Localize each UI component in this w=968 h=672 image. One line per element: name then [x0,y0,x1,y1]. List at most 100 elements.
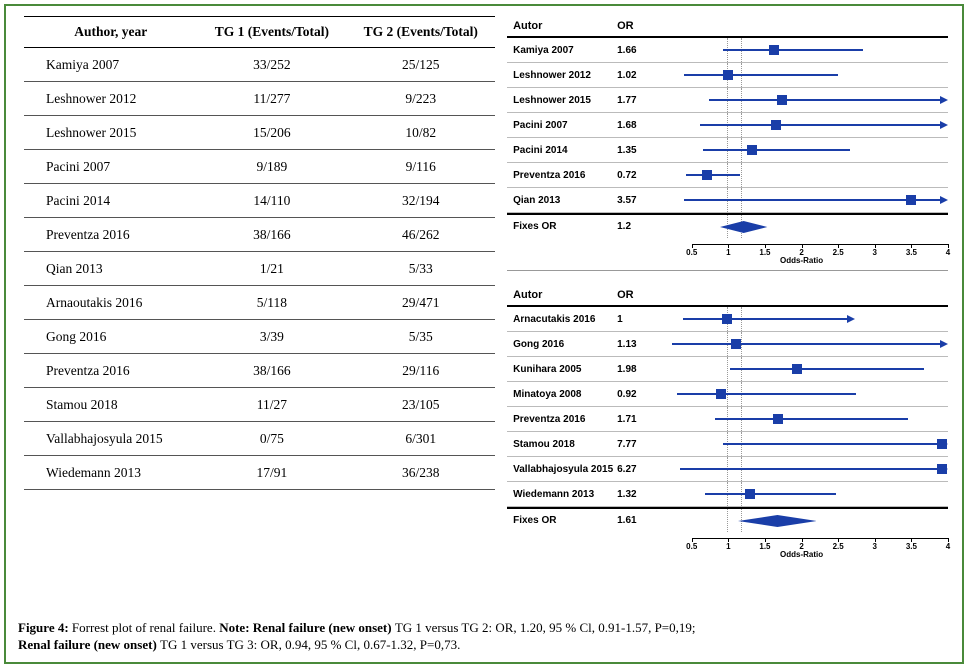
forest-hdr-author: Autor [507,20,617,32]
forest-summary-row: Fixes OR1.61 [507,507,948,532]
table-row: Leshnower 201211/2779/223 [24,82,495,116]
forest-row: Qian 20133.57 [507,188,948,213]
table-cell: 25/125 [346,48,495,82]
ci-line [715,418,908,420]
table-row: Kamiya 200733/25225/125 [24,48,495,82]
table-cell: Leshnower 2012 [24,82,198,116]
axis-tick-label: 0.5 [686,542,697,551]
forest-row-label: Preventza 2016 [507,414,617,425]
forest-point [702,170,712,180]
table-cell: 9/116 [346,150,495,184]
table-cell: 15/206 [198,116,347,150]
arrow-right-icon [940,121,948,129]
arrow-right-icon [940,196,948,204]
forest-axis-row: 0.511.522.533.54Odds-Ratio [507,532,948,562]
forest-row-label: Gong 2016 [507,339,617,350]
forest-row-or: 7.77 [617,439,655,450]
axis-tick-label: 3 [873,248,877,257]
ci-line [730,368,924,370]
summary-diamond [720,221,767,233]
forest-point [747,145,757,155]
forest-row-label: Pacini 2007 [507,120,617,131]
forest-point [906,195,916,205]
forest-hdr-or: OR [617,20,655,32]
figure-caption: Figure 4: Forrest plot of renal failure.… [6,615,962,662]
table-cell: 14/110 [198,184,347,218]
table-cell: 38/166 [198,354,347,388]
axis-tick-label: 4 [946,248,950,257]
table-cell: 17/91 [198,456,347,490]
caption-note2-t: TG 1 versus TG 3: OR, 0.94, 95 % Cl, 0.6… [160,637,460,652]
content-row: Author, year TG 1 (Events/Total) TG 2 (E… [6,6,962,615]
forest-point [731,339,741,349]
forest-point [769,45,779,55]
ci-line [709,99,942,101]
forest-row-or: 1.68 [617,120,655,131]
table-cell: Stamou 2018 [24,388,198,422]
ref-line [727,509,728,532]
figure-frame: Author, year TG 1 (Events/Total) TG 2 (E… [4,4,964,664]
axis-tick-label: 1.5 [759,542,770,551]
axis-tick-label: 2.5 [833,542,844,551]
summary-diamond [738,515,817,527]
col-tg1: TG 1 (Events/Total) [198,17,347,48]
forest-row: Arnacutakis 20161 [507,307,948,332]
forest-row-label: Qian 2013 [507,195,617,206]
table-cell: Arnaoutakis 2016 [24,286,198,320]
forest-plot-bottom: AutorORArnacutakis 20161 Gong 20161.13 Kun… [507,285,948,564]
axis-tick-label: 2.5 [833,248,844,257]
forest-row-or: 1 [617,314,655,325]
forest-point [722,314,732,324]
data-table-panel: Author, year TG 1 (Events/Total) TG 2 (E… [6,6,503,615]
forest-row-or: 1.77 [617,95,655,106]
forest-row-or: 1.13 [617,339,655,350]
arrow-right-icon [847,315,855,323]
forest-point [723,70,733,80]
ref-line [727,357,728,381]
ci-line [686,174,740,176]
forest-row-label: Vallabhajosyula 2015 [507,464,617,475]
table-cell: 29/116 [346,354,495,388]
axis-tick-label: 1.5 [759,248,770,257]
forest-row-label: Preventza 2016 [507,170,617,181]
ci-line [672,343,942,345]
table-cell: 9/223 [346,82,495,116]
table-row: Pacini 201414/11032/194 [24,184,495,218]
caption-note2-b: Renal failure (new onset) [18,637,160,652]
table-row: Arnaoutakis 20165/11829/471 [24,286,495,320]
forest-hdr-or: OR [617,289,655,301]
caption-note1-b: Renal failure (new onset) [250,620,395,635]
arrow-right-icon [940,340,948,348]
arrow-right-icon [940,96,948,104]
forest-point [792,364,802,374]
forest-row-or: 1.32 [617,489,655,500]
ci-line [684,199,942,201]
ci-line [680,468,942,470]
table-row: Wiedemann 201317/9136/238 [24,456,495,490]
forest-row: Leshnower 20121.02 [507,63,948,88]
table-cell: 33/252 [198,48,347,82]
forest-row-label: Kunihara 2005 [507,364,617,375]
forest-row-or: 1.71 [617,414,655,425]
forest-row-label: Leshnower 2012 [507,70,617,81]
forest-point [745,489,755,499]
table-cell: 3/39 [198,320,347,354]
ci-line [703,149,850,151]
table-cell: 10/82 [346,116,495,150]
caption-note-label: Note: [219,620,249,635]
forest-row: Vallabhajosyula 20156.27 [507,457,948,482]
table-cell: 0/75 [198,422,347,456]
table-cell: Vallabhajosyula 2015 [24,422,198,456]
axis-tick-label: 0.5 [686,248,697,257]
forest-row: Minatoya 20080.92 [507,382,948,407]
table-cell: 5/33 [346,252,495,286]
forest-row: Preventza 20160.72 [507,163,948,188]
forest-row-or: 1.98 [617,364,655,375]
ref-line [741,163,742,187]
forest-row-label: Minatoya 2008 [507,389,617,400]
forest-row-or: 3.57 [617,195,655,206]
forest-header: AutorOR [507,285,948,307]
table-row: Preventza 201638/16646/262 [24,218,495,252]
table-cell: 38/166 [198,218,347,252]
table-row: Leshnower 201515/20610/82 [24,116,495,150]
